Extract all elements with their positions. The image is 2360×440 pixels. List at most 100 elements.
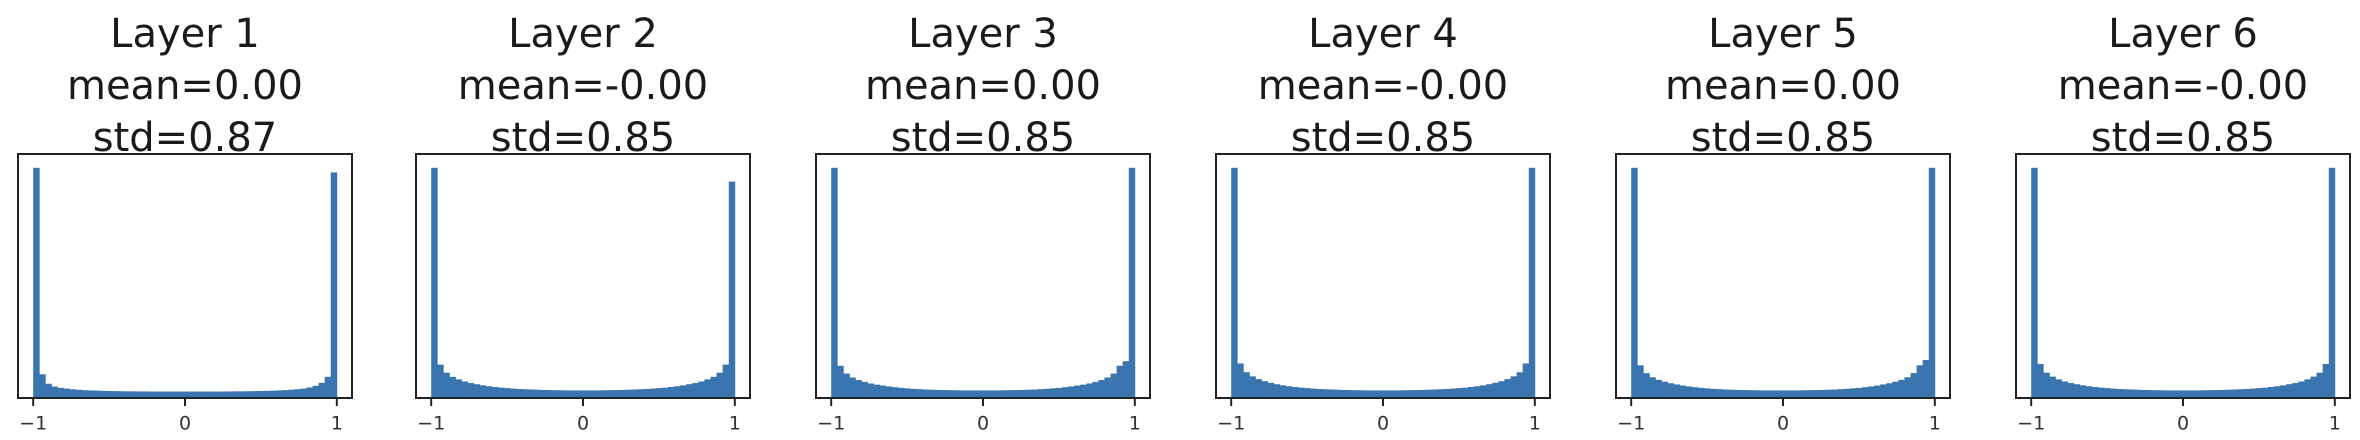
histogram-bar: [1643, 373, 1650, 398]
histogram-bar: [1849, 388, 1857, 398]
histogram-bar: [1886, 383, 1893, 398]
histogram-bar: [710, 376, 717, 398]
histogram-bar: [1516, 372, 1524, 398]
histogram-bar: [449, 376, 456, 398]
histogram-bar: [1031, 389, 1039, 398]
histogram-bar: [1752, 390, 1760, 398]
x-tick-label: −1: [19, 413, 47, 435]
histogram-bar: [1801, 390, 1808, 398]
histogram-bar: [1510, 376, 1517, 398]
histogram-bar: [1273, 384, 1281, 398]
histogram-bar: [1358, 390, 1366, 398]
histogram-bar: [668, 386, 675, 398]
histogram-bar: [166, 391, 174, 398]
histogram-bar: [2292, 383, 2299, 398]
histogram-bar: [910, 388, 917, 398]
histogram-bar: [1843, 388, 1851, 398]
histogram-bar: [491, 386, 499, 398]
histogram-bar: [467, 383, 475, 398]
histogram-bar: [1279, 385, 1287, 398]
histogram-bar: [1092, 381, 1099, 398]
plot-frame: [815, 153, 1151, 399]
histogram-bar: [1437, 389, 1445, 398]
histogram-bar: [589, 390, 596, 398]
histogram-bar: [1110, 373, 1117, 398]
panel-title: Layer 6: [2108, 11, 2258, 57]
histogram-bar: [112, 391, 119, 398]
histogram-bar: [2164, 390, 2172, 398]
histogram-bar: [1649, 377, 1656, 398]
histogram-bar: [2255, 388, 2263, 398]
histogram-bar: [1352, 390, 1360, 398]
histogram-bar: [2128, 389, 2135, 398]
histogram-bar: [2298, 381, 2305, 398]
histogram-bar: [455, 379, 462, 398]
histogram-bar: [69, 389, 77, 398]
histogram-bar: [245, 391, 253, 398]
histogram-bar: [1104, 377, 1111, 398]
histogram-bar: [1758, 390, 1766, 398]
histogram-bar: [1401, 390, 1408, 398]
histogram-bar: [1122, 361, 1130, 398]
x-tick-label: −1: [417, 413, 445, 435]
histogram-bar: [1001, 390, 1008, 398]
histogram-bar: [2207, 390, 2214, 398]
histogram-bar: [619, 389, 626, 398]
histogram-bar: [1710, 388, 1717, 398]
histogram-bar: [1922, 360, 1930, 398]
histogram-bar: [716, 372, 724, 398]
x-tick-label: −1: [2017, 413, 2045, 435]
histogram-bar: [1049, 388, 1057, 398]
histogram-bar: [2170, 390, 2178, 398]
histogram-bar: [504, 388, 511, 398]
histogram-bar: [1346, 390, 1354, 398]
histogram-bar: [1249, 376, 1256, 398]
histogram-bar: [916, 389, 923, 398]
histogram-bar: [1916, 365, 1924, 398]
histogram-bar: [1837, 389, 1845, 398]
histogram-bar: [1061, 387, 1069, 398]
histogram-bar: [1728, 389, 1735, 398]
histogram-bar: [233, 391, 241, 398]
histogram-bar: [1904, 377, 1911, 398]
histogram-bar: [431, 167, 438, 398]
histogram-bar: [661, 387, 669, 398]
histogram-bar: [698, 381, 705, 398]
histogram-bar: [1043, 388, 1051, 398]
histogram-bar: [1243, 372, 1250, 398]
histogram-bar: [1819, 389, 1826, 398]
histogram-bar: [2274, 386, 2281, 398]
histogram-bar: [722, 364, 730, 398]
histogram-bar: [209, 391, 216, 398]
histogram-bar: [1740, 390, 1747, 398]
histogram-bar: [946, 390, 954, 398]
x-tick-label: 0: [1377, 413, 1389, 435]
histogram-bar: [1285, 386, 1293, 398]
histogram-bar: [33, 167, 40, 398]
histogram-bar: [1455, 388, 1463, 398]
histogram-bar: [93, 390, 101, 398]
histogram-bar: [558, 390, 566, 398]
histogram-bar: [148, 391, 156, 398]
histogram-bar: [45, 383, 52, 398]
histogram-bar: [1007, 390, 1014, 398]
histogram-bar: [879, 385, 887, 398]
mean-label: mean=-0.00: [2058, 63, 2308, 109]
histogram-bar: [831, 167, 838, 398]
histogram-bar: [136, 391, 143, 398]
histogram-bar: [1334, 389, 1341, 398]
histogram-bar: [1413, 390, 1420, 398]
x-tick-label: 1: [1129, 413, 1141, 435]
histogram-bar: [2310, 376, 2317, 398]
histogram-bar: [300, 388, 307, 398]
histogram-bar: [1789, 390, 1796, 398]
panel-title: Layer 5: [1708, 11, 1858, 57]
histogram-bar: [1443, 389, 1451, 398]
histogram-bar: [2201, 390, 2208, 398]
histogram-bar: [601, 390, 608, 398]
histogram-bar: [1037, 389, 1045, 398]
